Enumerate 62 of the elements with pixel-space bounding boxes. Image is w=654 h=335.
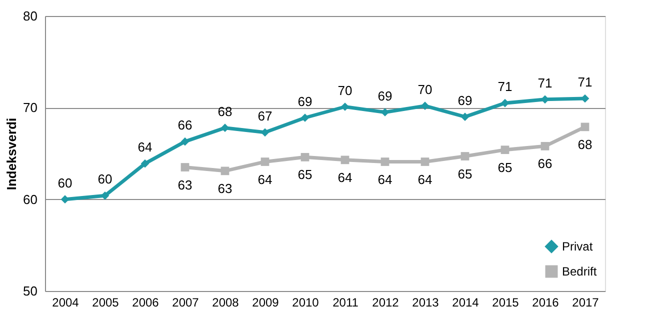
data-label: 69 [458,92,472,108]
data-label: 71 [498,79,512,94]
data-label: 68 [578,136,592,152]
data-label: 63 [218,180,232,196]
x-tick-label: 2007 [172,296,200,310]
point [460,112,470,122]
data-label: 69 [298,94,312,109]
point [340,156,350,164]
point [420,158,430,166]
x-tick-label: 2014 [452,296,480,310]
point [300,114,310,122]
data-label: 68 [218,104,232,119]
legend-label: Bedrift [562,264,598,278]
data-label: 67 [258,108,272,124]
point [460,152,470,160]
x-tick-label: 2016 [532,296,560,310]
x-tick-label: 2017 [572,296,600,310]
data-label: 64 [338,170,352,185]
point [220,166,230,176]
data-label: 64 [258,172,272,187]
legend-label: Privat [562,240,594,254]
y-tick-label: 70 [23,100,38,116]
data-label: 64 [418,172,432,187]
x-tick-label: 2004 [52,296,80,310]
data-label: 70 [418,82,432,97]
point [140,159,150,168]
x-tick-label: 2008 [212,296,240,310]
point [580,122,590,132]
x-tick-label: 2013 [412,296,440,310]
x-tick-label: 2015 [492,296,520,310]
x-tick-label: 2012 [372,296,400,310]
x-tick-label: 2009 [252,296,280,310]
data-label: 69 [378,88,392,104]
data-label: 64 [138,140,152,155]
point [380,158,390,166]
data-label: 65 [298,167,312,182]
data-label: 60 [98,172,112,187]
point [420,102,430,110]
data-label: 65 [498,160,512,175]
data-label: 71 [578,74,592,90]
data-label: 66 [178,118,192,133]
data-label: 70 [338,82,352,98]
data-label: 66 [538,156,552,172]
data-label: 65 [458,166,472,182]
data-label: 64 [378,172,392,187]
y-tick-label: 60 [23,192,38,207]
x-tick-label: 2005 [92,296,120,310]
point [260,158,270,166]
data-label: 71 [538,75,552,90]
x-tick-label: 2010 [292,296,320,310]
y-tick-label: 80 [23,8,38,24]
data-label: 60 [58,175,72,190]
x-tick-label: 2011 [332,296,359,310]
x-tick-label: 2006 [132,296,160,310]
point [180,163,190,172]
point [300,152,310,162]
data-label: 63 [178,177,192,192]
point [180,137,190,146]
y-tick-label: 50 [23,284,38,298]
point [500,146,510,154]
point [540,142,550,150]
y-axis-title: Indeksverdi [4,118,20,190]
